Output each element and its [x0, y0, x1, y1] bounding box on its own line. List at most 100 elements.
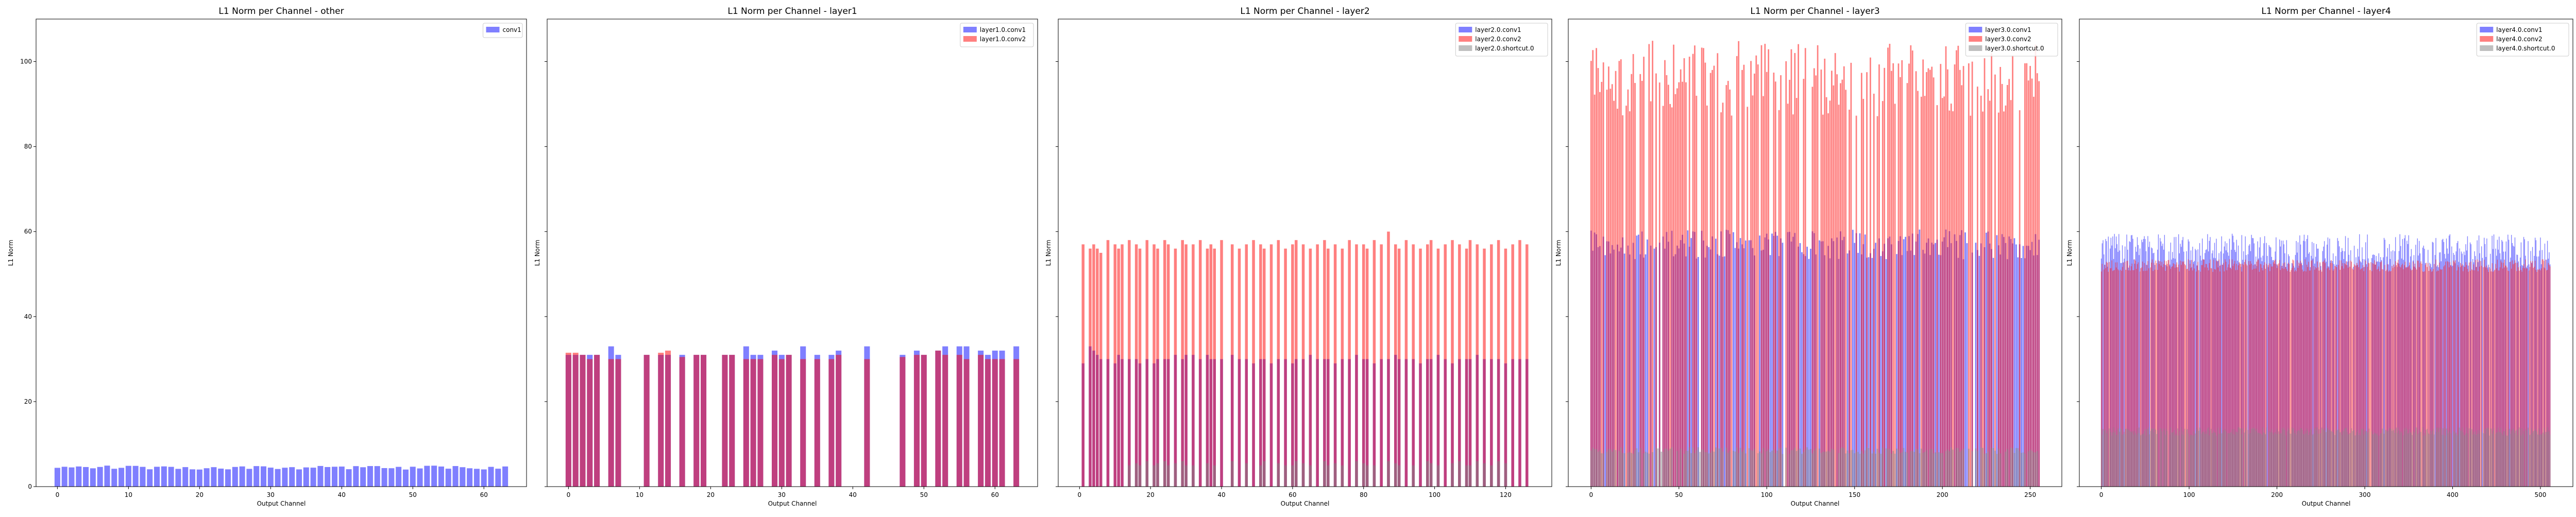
- bar: [1727, 453, 1729, 487]
- bar: [2015, 448, 2017, 487]
- bar: [1822, 452, 1824, 487]
- bar: [2177, 428, 2178, 487]
- bar: [2019, 110, 2021, 487]
- bar: [1729, 89, 1731, 487]
- bar: [1309, 248, 1312, 487]
- bar: [2516, 429, 2517, 487]
- bar: [2270, 432, 2272, 487]
- bar: [2401, 433, 2402, 487]
- chart-title: L1 Norm per Channel - layer1: [727, 6, 857, 16]
- bar: [2192, 270, 2193, 487]
- x-tick-label: 10: [125, 491, 132, 498]
- series-2: [1590, 41, 2040, 487]
- bar: [2475, 260, 2476, 487]
- bar: [2272, 432, 2273, 487]
- bar: [2010, 447, 2012, 487]
- bar: [2005, 105, 2007, 487]
- bar: [2192, 435, 2193, 487]
- bar: [2172, 433, 2173, 487]
- bar: [1355, 244, 1358, 487]
- bar: [2249, 429, 2250, 487]
- bar: [2537, 269, 2538, 487]
- bar: [2438, 432, 2439, 487]
- x-tick-label: 200: [1937, 491, 1948, 498]
- bar: [2447, 430, 2448, 487]
- bar: [2137, 264, 2138, 487]
- bar: [1092, 244, 1095, 487]
- bar: [1864, 234, 1866, 487]
- bar: [2511, 430, 2512, 487]
- bar: [2112, 432, 2113, 487]
- bar: [1134, 244, 1138, 487]
- bar: [2488, 272, 2489, 487]
- bar: [1636, 235, 1638, 487]
- bar: [2516, 271, 2517, 487]
- y-tick-label: 0: [28, 483, 32, 490]
- bar: [2503, 263, 2504, 487]
- bar: [1301, 463, 1305, 487]
- bar: [2429, 266, 2430, 487]
- bar: [1613, 100, 1615, 487]
- bar: [1648, 44, 1650, 487]
- bar: [1819, 240, 1820, 487]
- bar: [2107, 430, 2108, 487]
- bar: [2316, 430, 2317, 487]
- bar: [1458, 461, 1461, 487]
- bar: [1718, 255, 1720, 487]
- bar: [2270, 264, 2272, 487]
- bar: [2229, 433, 2230, 487]
- bar: [2230, 433, 2231, 487]
- y-tick-label: 40: [24, 313, 32, 320]
- bar: [1372, 240, 1376, 487]
- bar: [424, 466, 430, 487]
- bar: [565, 352, 571, 487]
- bar: [1643, 453, 1645, 487]
- bar: [2013, 453, 2015, 487]
- bar: [1931, 449, 1933, 487]
- bar: [1497, 461, 1500, 487]
- bar: [608, 359, 614, 487]
- bar: [2036, 451, 2038, 487]
- bar: [168, 467, 174, 487]
- bar: [2502, 435, 2503, 487]
- bar: [2184, 428, 2185, 487]
- bar: [2112, 271, 2113, 487]
- bar: [2206, 264, 2207, 487]
- bar: [2321, 427, 2323, 487]
- bar: [1741, 451, 1743, 487]
- bar: [1664, 60, 1666, 487]
- bar: [2008, 79, 2010, 487]
- bar: [2215, 269, 2216, 487]
- bar: [2371, 271, 2372, 487]
- bar: [1750, 61, 1752, 487]
- bar: [2359, 260, 2360, 487]
- bar: [1631, 453, 1633, 487]
- bar: [1785, 61, 1787, 487]
- x-tick-label: 40: [1217, 491, 1225, 498]
- bar: [1355, 461, 1358, 487]
- bar: [722, 355, 728, 487]
- bar: [225, 469, 231, 487]
- bar: [1947, 449, 1948, 487]
- bar: [1692, 447, 1694, 487]
- bar: [2496, 432, 2497, 487]
- bar: [2200, 271, 2201, 487]
- bar: [83, 467, 89, 487]
- bar: [1362, 463, 1365, 487]
- bar: [2149, 242, 2150, 487]
- bar: [2151, 428, 2153, 487]
- bar: [1760, 45, 1762, 487]
- bar: [175, 469, 181, 487]
- bar: [1658, 82, 1660, 487]
- bar: [1013, 359, 1020, 487]
- bar: [325, 467, 331, 487]
- bar: [2121, 271, 2122, 487]
- bar: [1956, 447, 1957, 487]
- x-tick-label: 20: [1147, 491, 1155, 498]
- bar: [2338, 429, 2340, 487]
- bar: [2012, 448, 2013, 487]
- bar: [2402, 264, 2403, 487]
- subplot-5: 0 100 200 300 400 500 L1 Norm per Channel - la…: [2066, 6, 2573, 507]
- bar: [963, 359, 970, 487]
- bar: [2435, 260, 2436, 487]
